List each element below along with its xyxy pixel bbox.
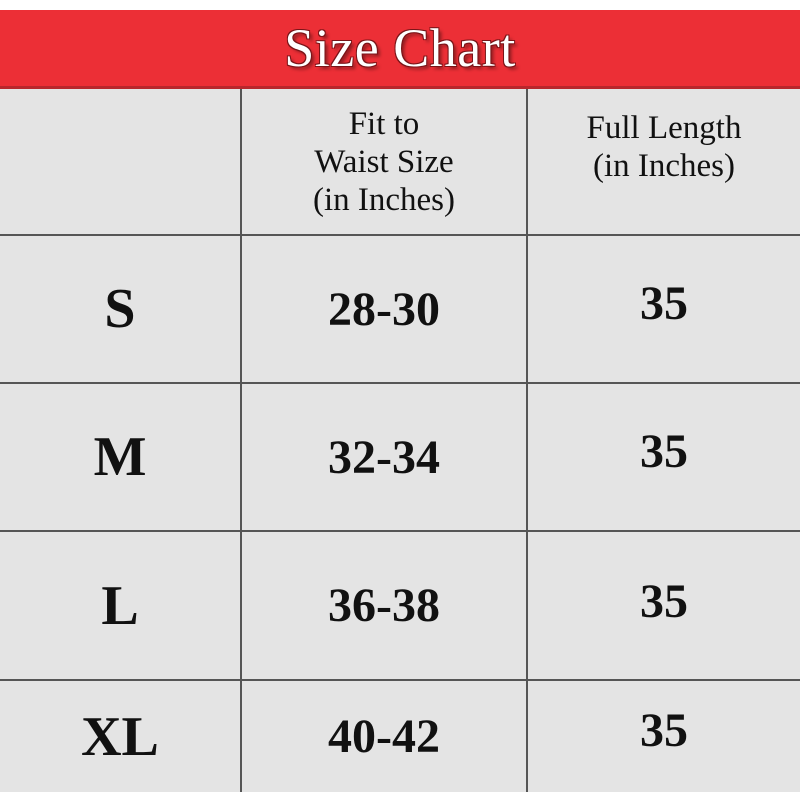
table-row: S 28-30 35 bbox=[0, 236, 800, 384]
waist-cell: 40-42 bbox=[240, 681, 526, 792]
waist-cell: 28-30 bbox=[240, 236, 526, 382]
header-cell-empty bbox=[0, 89, 240, 234]
size-cell: M bbox=[93, 426, 147, 488]
header-line: (in Inches) bbox=[592, 147, 735, 184]
length-cell: 35 bbox=[526, 236, 800, 382]
size-cell: XL bbox=[81, 705, 159, 768]
header-line: Fit to bbox=[348, 105, 420, 142]
length-cell: 35 bbox=[526, 384, 800, 530]
size-cell: S bbox=[104, 278, 136, 340]
header-line: (in Inches) bbox=[312, 181, 456, 218]
header-line: Waist Size bbox=[314, 143, 454, 180]
size-cell: L bbox=[101, 574, 139, 637]
title-banner: Size Chart bbox=[0, 10, 800, 89]
page-title: Size Chart bbox=[284, 18, 516, 78]
table-row: M 32-34 35 bbox=[0, 384, 800, 532]
length-cell: 35 bbox=[526, 532, 800, 679]
header-waist: Fit to Waist Size (in Inches) bbox=[240, 89, 526, 234]
table-header-row: Fit to Waist Size (in Inches) Full Length(… bbox=[0, 89, 800, 236]
waist-cell: 32-34 bbox=[240, 384, 526, 530]
size-chart-table: Fit to Waist Size (in Inches) Full Length(… bbox=[0, 89, 800, 792]
header-length: Full Length (in Inches) bbox=[526, 89, 800, 234]
table-row: L 36-38 35 bbox=[0, 532, 800, 681]
length-cell: 35 bbox=[526, 681, 800, 792]
waist-cell: 36-38 bbox=[240, 532, 526, 679]
header-line: Full Length bbox=[586, 109, 742, 146]
table-row: XL 40-42 35 bbox=[0, 681, 800, 792]
